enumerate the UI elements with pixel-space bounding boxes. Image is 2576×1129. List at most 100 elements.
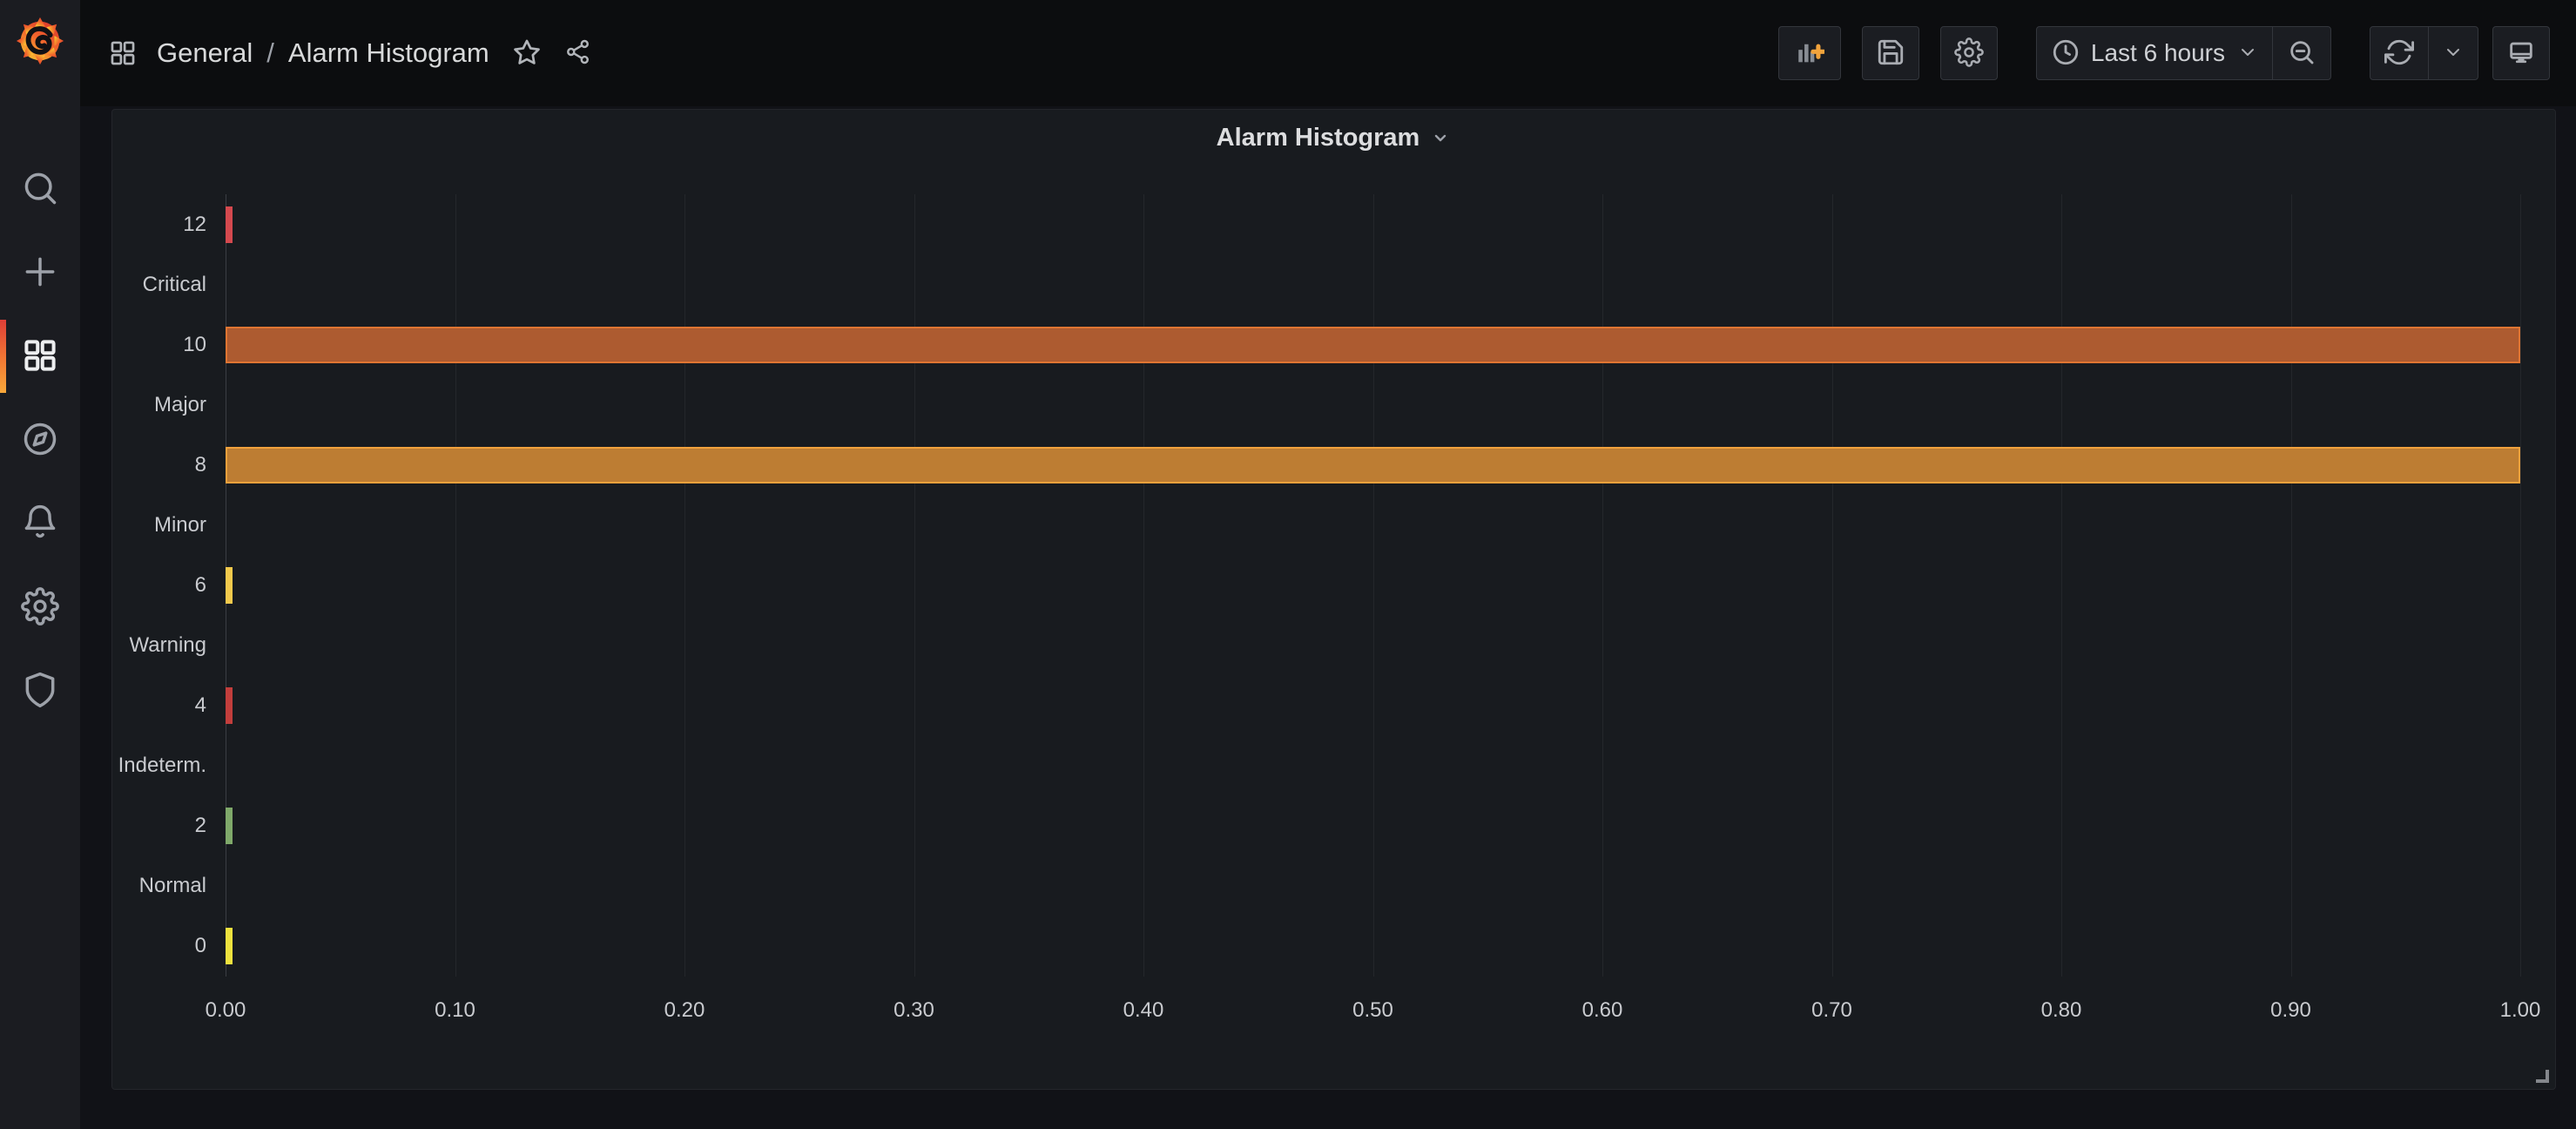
sync-icon (2384, 37, 2414, 70)
gridline (2520, 194, 2521, 977)
kiosk-mode-button[interactable] (2492, 26, 2550, 80)
bar (226, 567, 233, 604)
panel-resize-handle[interactable] (2536, 1070, 2549, 1083)
gridline (1831, 194, 1833, 977)
bar-row: 2 (195, 796, 2520, 856)
add-panel-button[interactable] (1777, 26, 1841, 80)
x-axis-tick-label: 0.80 (2040, 998, 2082, 1022)
bar-row: Minor (154, 495, 2520, 555)
gridline (1143, 194, 1144, 977)
bar (226, 928, 233, 965)
favorite-star-button[interactable] (512, 37, 542, 70)
topbar: General / Alarm Histogram (80, 0, 2576, 106)
x-axis-tick-label: 0.40 (1123, 998, 1164, 1022)
y-axis-label: 8 (194, 452, 206, 477)
alarm-histogram-panel: Alarm Histogram 12 Critical 10 Major 8 Minor 6… (111, 109, 2556, 1090)
gridline (684, 194, 685, 977)
bar-rows: 12 Critical 10 Major 8 Minor 6 Warning 4 Indeterm… (118, 194, 2520, 977)
time-range-group: Last 6 hours (2035, 26, 2331, 80)
y-axis-label: Indeterm. (118, 754, 206, 778)
x-axis-tick-label: 0.30 (894, 998, 934, 1022)
chevron-down-icon (1419, 124, 1451, 152)
gear-icon (21, 586, 59, 628)
refresh-interval-dropdown[interactable] (2428, 27, 2478, 79)
y-axis-label: Critical (142, 272, 206, 296)
x-axis-tick-label: 0.10 (435, 998, 475, 1022)
dashboard-settings-button[interactable] (1939, 26, 1998, 80)
gridline (455, 194, 456, 977)
plus-icon (21, 253, 59, 294)
apps-grid-icon (108, 38, 138, 68)
time-range-label: Last 6 hours (2090, 39, 2225, 66)
sidebar-item-server-admin[interactable] (0, 649, 80, 733)
topbar-actions: Last 6 hours (1777, 26, 2550, 80)
sidebar-item-explore[interactable] (0, 398, 80, 482)
sidebar-item-dashboards[interactable] (0, 314, 80, 398)
chevron-down-icon (2237, 42, 2258, 65)
gridline (914, 194, 915, 977)
breadcrumb-section[interactable]: General (157, 37, 253, 68)
bar-row: 6 (195, 555, 2520, 615)
bar (226, 687, 233, 725)
x-axis-tick-label: 0.70 (1811, 998, 1852, 1022)
chevron-down-icon (2443, 42, 2464, 65)
y-axis-label: 12 (183, 212, 206, 236)
save-dashboard-button[interactable] (1861, 26, 1919, 80)
x-axis: 0.00 0.10 0.20 0.30 0.40 0.50 0.60 0.70 0.80 0.90… (206, 998, 2541, 1030)
sidebar (0, 0, 80, 1129)
time-range-picker[interactable]: Last 6 hours (2037, 27, 2272, 79)
x-axis-tick-label: 1.00 (2499, 998, 2541, 1022)
y-axis-label: 6 (194, 573, 206, 597)
share-dashboard-button[interactable] (564, 38, 591, 68)
x-axis-tick-label: 0.90 (2270, 998, 2311, 1022)
bar-row: Warning (130, 616, 2520, 676)
y-axis-label: Major (153, 392, 206, 416)
x-axis-tick-label: 0.60 (1581, 998, 1623, 1022)
sidebar-nav (0, 147, 80, 733)
gridline (2290, 194, 2292, 977)
bar (226, 446, 2520, 483)
breadcrumb-separator: / (266, 37, 274, 68)
panel-header-menu[interactable]: Alarm Histogram (112, 110, 2555, 166)
zoom-out-time-button[interactable] (2272, 27, 2330, 79)
gridline (1372, 194, 1374, 977)
search-minus-icon (2287, 37, 2316, 70)
save-icon (1876, 37, 1905, 70)
y-axis-label: 0 (194, 934, 206, 958)
panel-title: Alarm Histogram (1216, 123, 1420, 152)
x-axis-tick-label: 0.20 (664, 998, 705, 1022)
bar-row: 4 (195, 676, 2520, 736)
gridline (2061, 194, 2062, 977)
gear-icon (1954, 37, 1984, 70)
sidebar-item-configuration[interactable] (0, 565, 80, 649)
sidebar-item-alerting[interactable] (0, 482, 80, 565)
y-axis-label: Normal (138, 874, 206, 898)
gridline (1602, 194, 1603, 977)
y-axis-label: 10 (183, 332, 206, 356)
share-icon (564, 38, 591, 68)
refresh-dashboard-button[interactable] (2370, 27, 2428, 79)
bar-row: 8 (195, 435, 2520, 495)
y-axis-label: 4 (194, 693, 206, 718)
bar-row: 0 (195, 916, 2520, 977)
bar-row: 12 (183, 194, 2520, 254)
x-axis-tick-label: 0.50 (1352, 998, 1393, 1022)
bar (226, 808, 233, 845)
plot-area: 12 Critical 10 Major 8 Minor 6 Warning 4 Indeterm… (118, 194, 2521, 977)
bar-row: Major (154, 375, 2520, 435)
sidebar-item-search[interactable] (0, 147, 80, 231)
bell-icon (21, 504, 59, 544)
bar-chart-plus-icon (1795, 37, 1826, 70)
clock-icon (2051, 37, 2080, 70)
shield-icon (21, 671, 59, 712)
sidebar-item-create[interactable] (0, 231, 80, 314)
grafana-logo-icon[interactable] (0, 0, 80, 80)
search-icon (21, 169, 59, 210)
bar-row: 10 (183, 314, 2520, 375)
y-axis-label: Minor (153, 512, 206, 537)
breadcrumb-page[interactable]: Alarm Histogram (287, 37, 489, 68)
compass-icon (21, 420, 59, 461)
breadcrumb: General / Alarm Histogram (108, 37, 591, 70)
monitor-icon (2506, 37, 2536, 70)
